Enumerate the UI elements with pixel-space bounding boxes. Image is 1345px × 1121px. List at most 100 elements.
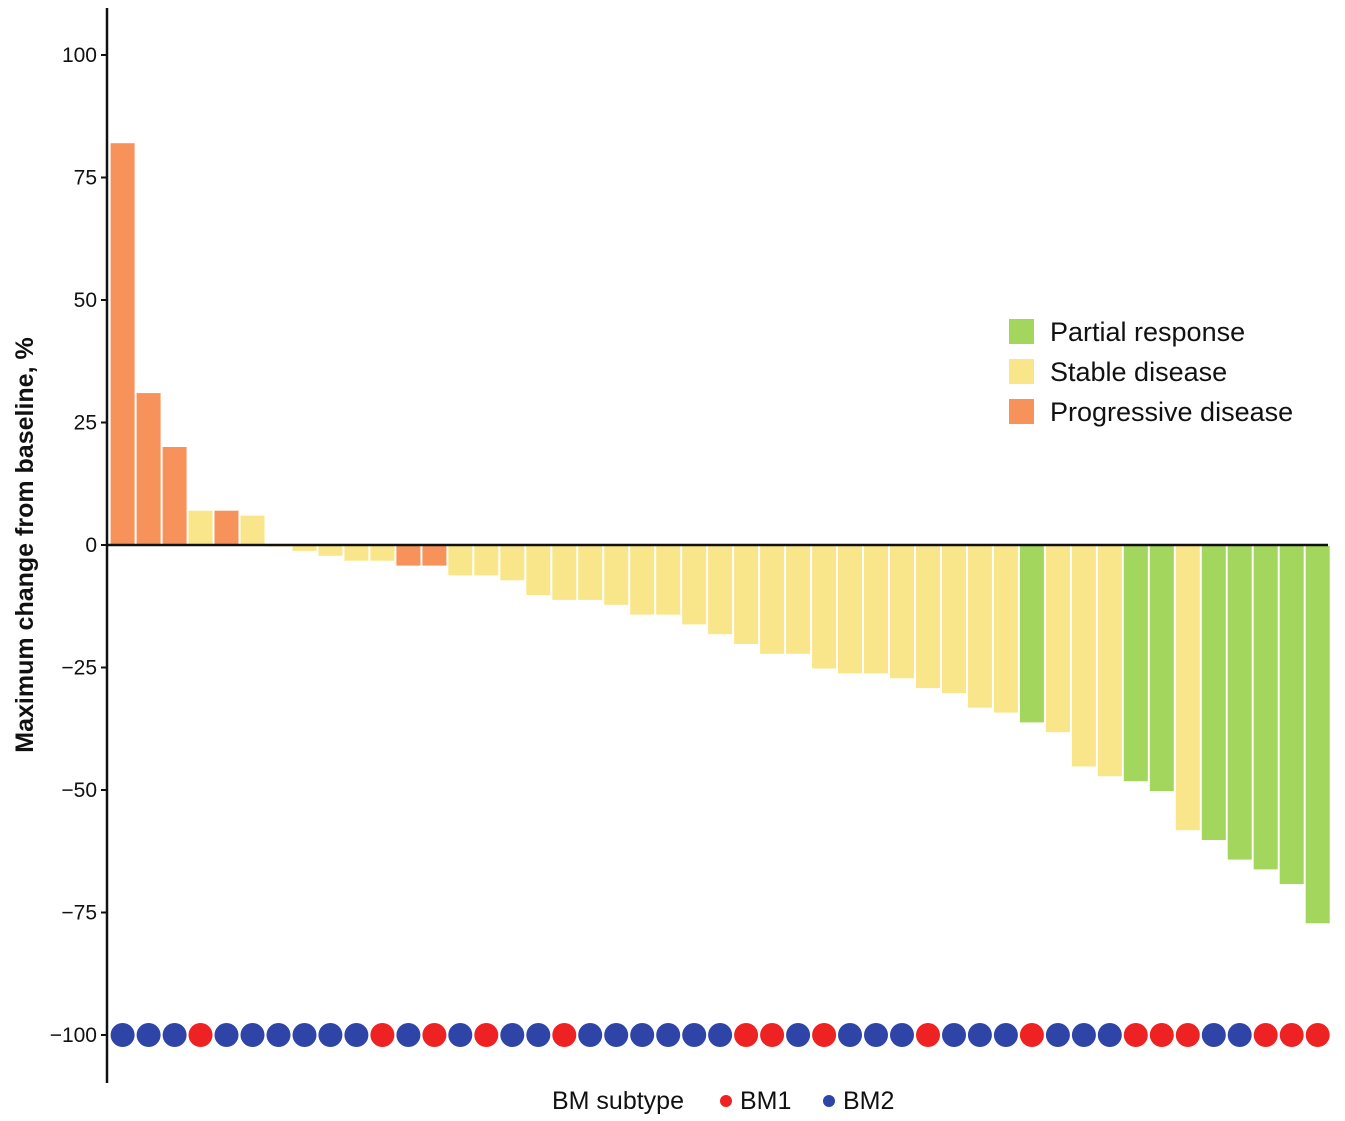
bar — [1175, 546, 1200, 831]
subtype-dot — [967, 1023, 992, 1047]
bar — [188, 510, 213, 545]
subtype-dot — [760, 1023, 785, 1047]
bar — [630, 546, 655, 615]
bar — [1097, 546, 1122, 777]
subtype-dot — [578, 1023, 603, 1047]
bar — [1149, 546, 1174, 791]
subtype-dot — [370, 1023, 395, 1047]
legend-swatch — [1009, 319, 1034, 344]
bars-layer — [110, 143, 1330, 924]
y-tick-label: 75 — [74, 167, 97, 190]
subtype-dot — [214, 1023, 239, 1047]
subtype-dot — [448, 1023, 473, 1047]
bar — [292, 546, 317, 551]
subtype-dot — [630, 1023, 655, 1047]
subtype-dot — [604, 1023, 629, 1047]
subtype-legend: BM subtype BM1 BM2 — [552, 1087, 894, 1115]
bar — [890, 546, 914, 679]
subtype-dot — [916, 1023, 940, 1047]
subtype-dot — [993, 1023, 1018, 1047]
bar — [1045, 546, 1070, 733]
subtype-dot — [396, 1023, 421, 1047]
subtype-legend-dot — [823, 1095, 835, 1107]
bar — [942, 546, 966, 693]
axes — [105, 8, 1328, 1083]
bar — [1279, 546, 1304, 885]
bar — [916, 546, 940, 689]
bar — [578, 546, 603, 600]
y-tick-label: 50 — [74, 289, 97, 312]
subtype-dot — [1253, 1023, 1278, 1047]
bar — [1305, 546, 1330, 924]
subtype-dot — [318, 1023, 343, 1047]
bar — [344, 546, 369, 561]
subtype-dot — [708, 1023, 733, 1047]
y-axis-ticks: 100 75 50 25 0 −25 −50 −75 −100 — [50, 44, 107, 1047]
subtype-dot — [890, 1023, 914, 1047]
subtype-dot — [838, 1023, 862, 1047]
bar — [760, 546, 785, 654]
bar — [1253, 546, 1278, 870]
subtype-dot — [1305, 1023, 1330, 1047]
bar — [136, 393, 161, 545]
bar — [708, 546, 733, 635]
legend-label: Progressive disease — [1050, 397, 1293, 427]
subtype-dot — [1201, 1023, 1226, 1047]
subtype-dot — [1227, 1023, 1252, 1047]
bar — [1227, 546, 1252, 860]
subtype-dot — [526, 1023, 551, 1047]
bar — [110, 143, 135, 545]
legend-swatch — [1009, 359, 1034, 384]
bar — [500, 546, 525, 581]
bar — [864, 546, 888, 674]
y-tick-label: −75 — [61, 902, 97, 925]
subtype-dot — [682, 1023, 707, 1047]
bar — [812, 546, 837, 669]
y-tick-label: 100 — [62, 44, 97, 67]
subtype-legend-label: BM1 — [740, 1087, 791, 1115]
bar — [240, 515, 265, 545]
bar — [526, 546, 551, 595]
bar — [786, 546, 811, 654]
subtype-legend-title: BM subtype — [552, 1087, 684, 1115]
legend-swatch — [1009, 399, 1034, 424]
subtype-dot — [1097, 1023, 1122, 1047]
legend-label: Partial response — [1050, 317, 1245, 347]
bar — [448, 546, 473, 576]
subtype-dot — [344, 1023, 369, 1047]
subtype-legend-label: BM2 — [843, 1087, 894, 1115]
subtype-dot — [942, 1023, 966, 1047]
response-legend: Partial response Stable disease Progressiv… — [1009, 317, 1293, 427]
subtype-dot — [136, 1023, 161, 1047]
y-tick-label: 0 — [85, 534, 97, 557]
bar — [838, 546, 862, 674]
subtype-dot — [1279, 1023, 1304, 1047]
subtype-legend-items: BM1 BM2 — [720, 1087, 894, 1115]
subtype-legend-dot — [720, 1095, 732, 1107]
subtype-dot — [1123, 1023, 1148, 1047]
y-tick-label: −25 — [61, 657, 97, 680]
subtype-dot — [240, 1023, 265, 1047]
subtype-dot — [162, 1023, 187, 1047]
subtype-dot — [1175, 1023, 1200, 1047]
subtype-dot — [786, 1023, 811, 1047]
subtype-dot — [500, 1023, 525, 1047]
subtype-dot — [1071, 1023, 1096, 1047]
subtype-dot — [110, 1023, 135, 1047]
bar — [682, 546, 707, 625]
subtype-dot — [734, 1023, 759, 1047]
bar — [967, 546, 992, 708]
bar — [1123, 546, 1148, 782]
subtype-dot — [1019, 1023, 1044, 1047]
subtype-dot — [812, 1023, 837, 1047]
bar — [162, 447, 187, 545]
legend-label: Stable disease — [1050, 357, 1227, 387]
bar — [552, 546, 577, 600]
bar — [734, 546, 759, 644]
subtype-dot — [1045, 1023, 1070, 1047]
bar — [604, 546, 629, 605]
subtype-dot — [1149, 1023, 1174, 1047]
subtype-dot — [552, 1023, 577, 1047]
subtype-markers — [110, 1023, 1330, 1047]
